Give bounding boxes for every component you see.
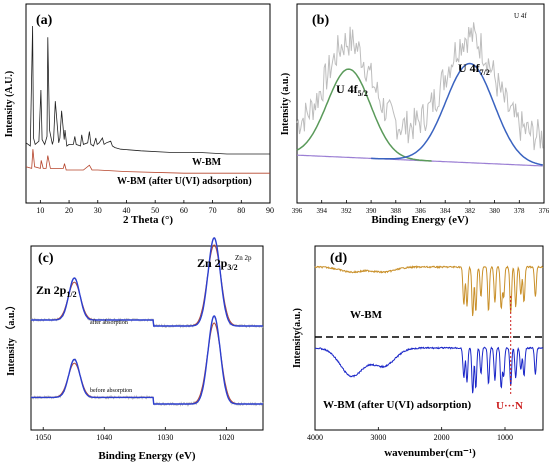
- panel-d-marker-text: U···N: [496, 400, 523, 412]
- panel-c-xticks: 1050 1040 1030 1020: [35, 427, 234, 442]
- panel-c-fit-trace: [31, 315, 263, 405]
- xtick-label: 384: [440, 207, 451, 215]
- xtick-label: 1040: [96, 433, 112, 442]
- panel-a-annotation-after: W-BM (after U(VI) adsorption): [117, 176, 252, 187]
- panel-b: (b) U 4f Intensity (a.u.) Binding Energy…: [280, 3, 550, 226]
- panel-b-peak-label-7-2: U 4f7/2: [458, 61, 490, 77]
- panel-a-annotation-wbm: W-BM: [192, 157, 222, 168]
- xtick-label: 386: [415, 207, 426, 215]
- xtick-label: 382: [465, 207, 476, 215]
- panel-d: (d) Intensity(a.u.) wavenumber(cm⁻¹) 400…: [292, 245, 544, 459]
- panel-d-ylabel: Intensity(a.u.): [292, 308, 303, 368]
- xtick-label: 388: [391, 207, 402, 215]
- panel-b-xticks: 396 394 392 390 388 386 384 382 380 378 376: [292, 200, 550, 215]
- xtick-label: 390: [366, 207, 377, 215]
- xtick-label: 70: [209, 206, 217, 215]
- panel-c-trace-label-after: after absorption: [90, 319, 128, 326]
- xtick-label: 1020: [218, 433, 234, 442]
- xtick-label: 3000: [370, 433, 386, 442]
- panel-b-xlabel: Binding Energy (eV): [371, 214, 469, 226]
- panel-b-label: (b): [312, 13, 329, 28]
- xtick-label: 392: [341, 207, 352, 215]
- xtick-label: 50: [151, 206, 159, 215]
- panel-c-xlabel: Binding Energy (eV): [98, 450, 196, 462]
- xtick-label: 90: [266, 206, 274, 215]
- panel-a-series-wbm: [25, 25, 270, 155]
- panel-d-label: (d): [330, 251, 347, 266]
- panel-c-traces: [30, 237, 264, 407]
- panel-d-label-wbm: W-BM: [350, 309, 383, 321]
- panel-c-ylabel: Intensity （a.u.）: [4, 300, 17, 376]
- panel-d-label-after: W-BM (after U(VI) adsorption): [323, 399, 472, 411]
- panel-c-peak-label-1-2: Zn 2p1/2: [36, 283, 77, 299]
- panel-b-raw-spectrum: [296, 22, 544, 151]
- xtick-label: 376: [539, 207, 550, 215]
- panel-b-peak-label-5-2: U 4f5/2: [336, 82, 368, 98]
- xtick-label: 30: [94, 206, 102, 215]
- xtick-label: 80: [237, 206, 245, 215]
- xtick-label: 60: [180, 206, 188, 215]
- panel-a-series-after: [25, 149, 270, 174]
- xtick-label: 2000: [434, 433, 450, 442]
- panel-d-series-after: [314, 346, 544, 394]
- panel-c-component-trace: [31, 322, 263, 405]
- panel-c-peak-label-3-2: Zn 2p3/2: [197, 256, 238, 272]
- panel-d-series-wbm: [314, 265, 544, 317]
- xtick-label: 1000: [497, 433, 513, 442]
- panel-c-trace-label-before: before absorption: [90, 387, 132, 394]
- xtick-label: 4000: [307, 433, 323, 442]
- panel-c-corner-label: Zn 2p: [235, 254, 252, 262]
- xtick-label: 380: [489, 207, 500, 215]
- xtick-label: 10: [36, 206, 44, 215]
- panel-b-ylabel: Intensity (a.u.): [280, 73, 291, 136]
- xtick-label: 1050: [35, 433, 51, 442]
- xtick-label: 396: [292, 207, 303, 215]
- xtick-label: 40: [122, 206, 130, 215]
- panel-c-raw-trace: [30, 316, 264, 407]
- panel-c: (c) Zn 2p Intensity （a.u.） Binding Energ…: [4, 237, 264, 462]
- panel-a-label: (a): [36, 13, 53, 28]
- panel-d-xlabel: wavenumber(cm⁻¹): [384, 447, 476, 459]
- xtick-label: 394: [316, 207, 327, 215]
- xtick-label: 20: [65, 206, 73, 215]
- panel-c-fit-trace: [31, 237, 263, 327]
- panel-a-xticks: 10 20 30 40 50 60 70 80 90: [36, 200, 274, 215]
- panel-b-corner-label: U 4f: [514, 12, 527, 20]
- panel-d-xticks: 4000 3000 2000 1000: [307, 427, 513, 442]
- xtick-label: 378: [514, 207, 525, 215]
- panel-a: (a) Intensity (A.U.) 2 Theta (°) 10 20 30 4…: [4, 3, 274, 226]
- panel-b-peak-7-2: [371, 62, 543, 166]
- panel-c-label: (c): [38, 251, 54, 266]
- xtick-label: 1030: [157, 433, 173, 442]
- panel-a-xlabel: 2 Theta (°): [123, 214, 173, 226]
- panel-a-ylabel: Intensity (A.U.): [4, 71, 15, 137]
- panel-b-peak-5-2: [296, 68, 432, 162]
